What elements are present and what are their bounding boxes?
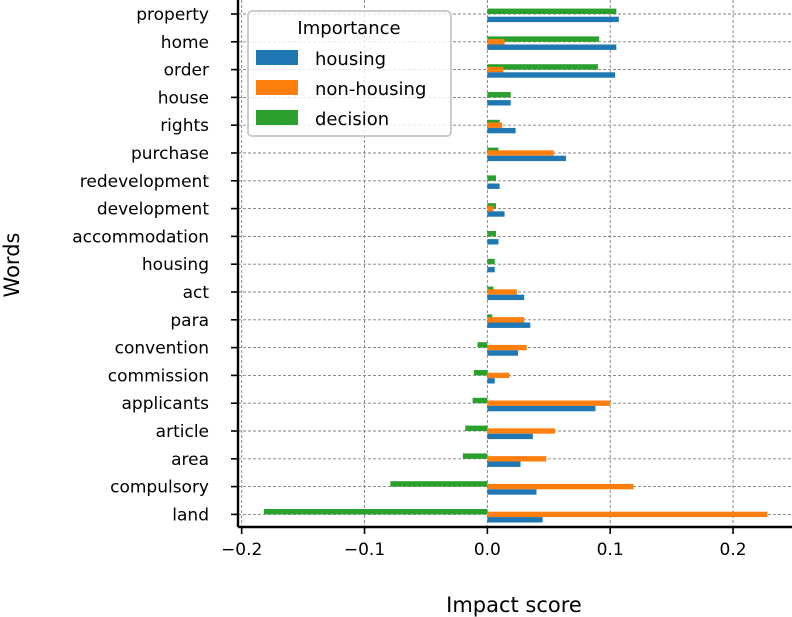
y-tick-label-order: order [164, 61, 209, 81]
bar-nonhousing-purchase [487, 150, 554, 156]
bar-decision-order [487, 64, 598, 70]
y-tick-label-rights: rights [160, 116, 209, 136]
x-tick-label: −0.2 [221, 540, 262, 560]
y-tick-label-housing: housing [142, 255, 209, 275]
grid [238, 0, 792, 527]
bar-decision-accommodation [487, 231, 496, 237]
bar-housing-development [487, 211, 505, 217]
bar-decision-area [462, 453, 488, 459]
y-tick-label-accommodation: accommodation [72, 227, 209, 247]
bar-nonhousing-rights [487, 122, 503, 128]
y-tick-label-convention: convention [115, 339, 209, 359]
bar-decision-land [263, 509, 488, 515]
bar-housing-para [487, 322, 531, 328]
bar-decision-housing [487, 258, 495, 265]
bar-housing-convention [487, 350, 519, 356]
y-tick-label-purchase: purchase [131, 144, 209, 164]
legend: Importance housing non-housing decision [247, 10, 452, 137]
legend-swatch-nonhousing [256, 80, 298, 95]
bar-housing-property [487, 16, 619, 23]
y-tick-label-property: property [136, 5, 209, 25]
y-tick-label-house: house [158, 88, 209, 108]
bar-decision-convention [477, 342, 488, 348]
y-tick-label-development: development [97, 200, 209, 220]
legend-label-nonhousing: non-housing [315, 79, 426, 100]
y-tick-label-commission: commission [108, 366, 209, 386]
x-tick-label: 0.1 [597, 540, 624, 560]
bar-nonhousing-area [487, 456, 547, 462]
y-tick-label-area: area [171, 450, 209, 470]
bar-housing-compulsory [487, 489, 537, 495]
bar-decision-property [487, 8, 617, 14]
legend-title: Importance [297, 18, 400, 39]
legend-label-housing: housing [315, 49, 386, 70]
bar-decision-compulsory [390, 481, 488, 487]
bar-nonhousing-home [487, 39, 505, 45]
bar-housing-act [487, 294, 525, 301]
legend-swatch-decision [256, 110, 298, 125]
bar-housing-housing [487, 266, 495, 273]
y-tick-label-para: para [170, 311, 209, 331]
legend-swatch-housing [256, 50, 298, 65]
bar-nonhousing-development [487, 205, 494, 212]
bar-housing-applicants [487, 405, 596, 412]
bar-nonhousing-article [487, 428, 555, 434]
bar-nonhousing-compulsory [487, 483, 634, 490]
ticks: −0.2 −0.1 0.0 0.1 0.2 property home order house r… [72, 5, 746, 560]
x-axis-title: Impact score [446, 593, 582, 617]
bar-decision-applicants [472, 397, 488, 404]
bar-decision-article [465, 425, 488, 431]
bar-housing-area [487, 461, 521, 467]
bar-nonhousing-para [487, 317, 525, 323]
x-tick-label: 0.0 [474, 540, 501, 560]
bar-housing-order [487, 72, 616, 78]
bar-housing-house [487, 100, 511, 106]
bar-housing-land [487, 517, 543, 523]
y-tick-label-redevelopment: redevelopment [80, 172, 210, 192]
bar-housing-home [487, 44, 617, 50]
bar-nonhousing-order [487, 66, 504, 73]
y-tick-label-land: land [172, 505, 209, 525]
bar-housing-accommodation [487, 239, 499, 245]
bar-nonhousing-applicants [487, 400, 611, 406]
bar-housing-commission [487, 378, 495, 384]
bar-housing-rights [487, 127, 516, 134]
y-tick-label-compulsory: compulsory [110, 478, 209, 498]
bar-decision-commission [473, 370, 488, 376]
legend-label-decision: decision [315, 109, 389, 130]
y-tick-label-applicants: applicants [121, 394, 209, 414]
x-tick-label: −0.1 [344, 540, 385, 560]
y-tick-label-act: act [183, 283, 210, 303]
bar-decision-para [487, 314, 493, 320]
bar-housing-purchase [487, 155, 566, 162]
bars [263, 8, 768, 523]
legend-frame [247, 10, 452, 137]
x-tick-label: 0.2 [720, 540, 747, 560]
y-axis-title: Words [0, 233, 24, 298]
bar-decision-house [487, 92, 511, 98]
bar-nonhousing-convention [487, 344, 527, 351]
bar-decision-redevelopment [487, 175, 496, 181]
bar-housing-redevelopment [487, 183, 500, 189]
bar-nonhousing-land [487, 511, 768, 518]
y-tick-label-article: article [156, 422, 209, 442]
bar-nonhousing-act [487, 289, 517, 295]
y-tick-label-home: home [161, 33, 209, 53]
bar-decision-home [487, 36, 600, 42]
bar-housing-article [487, 433, 533, 440]
bar-nonhousing-commission [487, 372, 510, 379]
